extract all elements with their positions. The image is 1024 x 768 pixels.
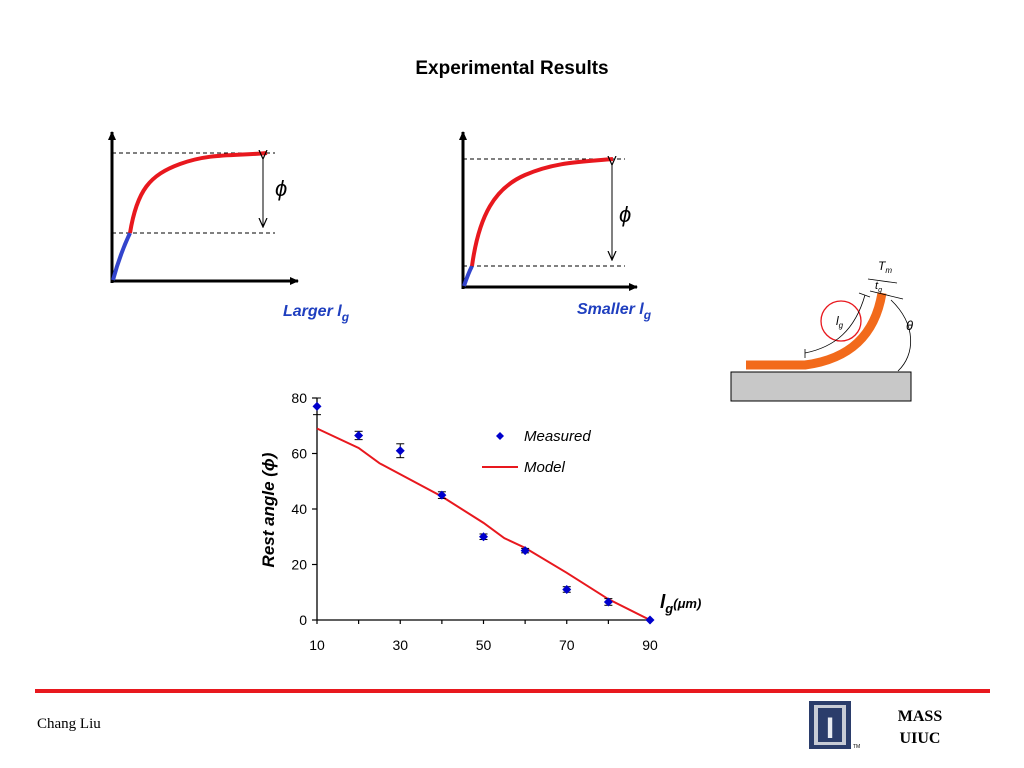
y-tick-label: 0 (299, 612, 307, 628)
phi-symbol: ϕ (619, 202, 631, 227)
measured-point (645, 615, 655, 625)
model-line (316, 427, 651, 621)
Tm-label: Tm (878, 259, 892, 275)
legend-measured-marker (496, 432, 504, 440)
chart-x-axis-label: lg(μm) (660, 592, 701, 616)
measured-point (354, 430, 364, 440)
Tm-dim-line (867, 278, 898, 284)
footer-rule (35, 689, 990, 693)
uiuc-logo: I TM (809, 701, 860, 750)
y-tick-label: 20 (291, 557, 307, 573)
tick-mark (858, 292, 871, 298)
x-tick-label: 70 (559, 637, 575, 653)
measured-point (479, 532, 488, 542)
bent-beam (746, 292, 887, 370)
lg-label: lg (836, 314, 844, 330)
caption-smaller-lg: Smaller lg (577, 301, 652, 322)
substrate-block (730, 371, 912, 402)
caption-larger-lg: Larger lg (283, 303, 350, 324)
sketch-curve-red (470, 157, 614, 267)
chart-y-axis-label: Rest angle (ϕ) (259, 452, 278, 567)
lg-circle (820, 300, 862, 342)
slide-title: Experimental Results (415, 58, 609, 79)
measured-point (603, 597, 613, 607)
logo-core-block (818, 708, 842, 742)
x-tick-label: 30 (392, 637, 408, 653)
tg-label: tg (875, 280, 882, 294)
org-line-uiuc: UIUC (899, 730, 941, 747)
y-tick-label: 60 (291, 446, 307, 462)
measured-point (437, 490, 447, 500)
x-tick-label: 10 (309, 637, 325, 653)
org-line-mass: MASS (897, 708, 943, 725)
legend-model-label: Model (524, 459, 566, 476)
phi-symbol: ϕ (275, 176, 287, 201)
sketch-curve-red (128, 151, 268, 234)
y-tick-label: 80 (291, 390, 307, 406)
sketch-larger-lg: ϕ Larger lg (108, 131, 350, 324)
rest-angle-chart: 0 20 40 60 80 10 30 50 70 90 Measured Model Rest … (259, 390, 701, 653)
lg-arc (804, 294, 866, 354)
beam-diagram: lg θ Tm tg (730, 259, 913, 402)
legend-measured-label: Measured (524, 428, 591, 445)
logo-letter: I (826, 712, 834, 745)
x-tick-label: 50 (476, 637, 492, 653)
theta-label: θ (906, 318, 913, 333)
x-tick-label: 90 (642, 637, 658, 653)
measured-point (562, 584, 572, 594)
tg-dim-line (869, 290, 904, 300)
measured-point (312, 401, 322, 411)
org-label: MASS UIUC (880, 706, 960, 750)
measured-point (520, 546, 530, 556)
sketch-curve-blue (462, 265, 474, 287)
measured-point (395, 446, 405, 456)
author-name: Chang Liu (37, 716, 101, 732)
sketch-curve-blue (111, 232, 132, 281)
theta-arc (890, 299, 912, 372)
y-tick-label: 40 (291, 501, 307, 517)
sketch-smaller-lg: ϕ Smaller lg (459, 131, 652, 322)
logo-trademark: TM (853, 744, 860, 750)
